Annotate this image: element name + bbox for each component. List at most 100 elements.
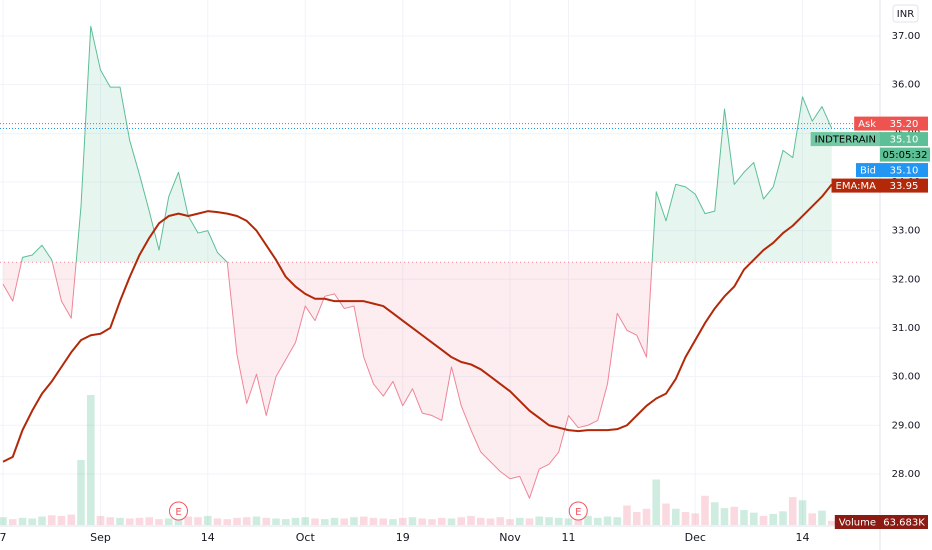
x-tick-label: Dec bbox=[685, 531, 706, 544]
volume-bar bbox=[827, 520, 836, 525]
y-tick-label: 33.00 bbox=[892, 226, 921, 237]
volume-bar bbox=[184, 516, 193, 525]
x-tick-label: Sep bbox=[90, 531, 111, 544]
label-name-box bbox=[834, 515, 880, 529]
volume-bar bbox=[47, 515, 56, 525]
label-name: INDTERRAIN bbox=[815, 135, 876, 146]
volume-bar bbox=[798, 500, 807, 525]
volume-bar bbox=[808, 513, 817, 525]
volume-bar bbox=[759, 515, 768, 525]
label-value-box bbox=[880, 132, 928, 147]
x-tick-label: 7 bbox=[0, 531, 7, 544]
label-value: 35.10 bbox=[890, 166, 919, 177]
volume-bar bbox=[418, 518, 427, 525]
volume-bar bbox=[545, 517, 553, 525]
y-tick-label: 31.00 bbox=[892, 323, 921, 334]
label-name: Ask bbox=[858, 119, 876, 130]
volume-bar bbox=[125, 518, 134, 525]
volume-bar bbox=[86, 395, 95, 525]
volume-bar bbox=[389, 519, 397, 525]
volume-bar bbox=[77, 460, 85, 525]
volume-bar bbox=[408, 517, 417, 525]
volume-bar bbox=[740, 510, 748, 525]
volume-bar bbox=[291, 517, 300, 525]
volume-bar bbox=[818, 510, 826, 525]
label-value-box bbox=[880, 515, 928, 529]
volume-bar bbox=[428, 519, 436, 525]
volume-bar bbox=[584, 515, 592, 525]
volume-bar bbox=[67, 514, 76, 525]
x-tick-label: 14 bbox=[796, 531, 810, 544]
volume-bar bbox=[0, 517, 7, 525]
volume-bar bbox=[730, 506, 739, 525]
event-marker bbox=[169, 501, 188, 521]
volume-bar bbox=[203, 515, 212, 525]
volume-bar bbox=[506, 519, 514, 525]
y-tick-label: 36.00 bbox=[892, 80, 921, 91]
volume-bar bbox=[564, 518, 573, 525]
volume-bar bbox=[671, 508, 680, 525]
volume-bar bbox=[681, 512, 690, 525]
label-name: Volume bbox=[839, 518, 876, 529]
volume-bar bbox=[311, 518, 319, 525]
volume-bar bbox=[496, 517, 505, 525]
label-value-box bbox=[880, 178, 928, 193]
label-value-box bbox=[880, 163, 928, 178]
volume-bar bbox=[330, 517, 339, 525]
volume-bar bbox=[652, 479, 661, 525]
volume-bar bbox=[213, 518, 222, 525]
volume-bar bbox=[515, 517, 524, 525]
volume-bar bbox=[174, 517, 183, 525]
label-name-box bbox=[810, 132, 880, 147]
volume-bar bbox=[272, 518, 280, 525]
volume-bar bbox=[554, 517, 563, 525]
label-value: 35.10 bbox=[890, 135, 919, 146]
plot-area bbox=[0, 25, 880, 499]
volume-bar bbox=[262, 517, 271, 525]
x-tick-label: 11 bbox=[562, 531, 576, 544]
volume-bar bbox=[116, 517, 124, 525]
x-tick-label: 14 bbox=[201, 531, 215, 544]
volume-bar bbox=[340, 518, 349, 525]
volume-bar bbox=[749, 512, 758, 525]
label-value-box bbox=[880, 116, 928, 131]
volume-bar bbox=[96, 515, 105, 525]
label-name-box bbox=[854, 116, 880, 131]
volume-bar bbox=[632, 512, 641, 525]
price-labels: Ask 35.20 INDTERRAIN 35.10 05:05:32 Bid 35.10 E… bbox=[810, 116, 930, 529]
volume-bar bbox=[603, 516, 612, 525]
label-value: 35.20 bbox=[890, 119, 919, 130]
volume-bar bbox=[164, 518, 173, 525]
volume-bar bbox=[320, 519, 329, 525]
volume-bar bbox=[447, 518, 456, 525]
volume-bar bbox=[301, 517, 310, 525]
label-name: Bid bbox=[860, 166, 876, 177]
x-tick-label: Oct bbox=[296, 531, 316, 544]
currency[interactable]: INR bbox=[897, 9, 914, 20]
label-name-box bbox=[831, 178, 880, 193]
volume-bar bbox=[779, 511, 787, 525]
volume-bar bbox=[467, 515, 475, 525]
x-tick-label: Nov bbox=[499, 531, 521, 544]
ema-line bbox=[2, 183, 833, 463]
currency-button[interactable] bbox=[892, 4, 919, 23]
volume-bar bbox=[701, 495, 709, 525]
volume-bar bbox=[525, 518, 534, 525]
volume-bar bbox=[18, 517, 27, 525]
volume-bar bbox=[593, 517, 602, 525]
volume-bar bbox=[662, 503, 670, 525]
volume-bar bbox=[788, 497, 797, 525]
volume-bar bbox=[252, 516, 261, 525]
volume-bar bbox=[281, 519, 290, 525]
volume-bar bbox=[535, 516, 544, 525]
volume-bar bbox=[486, 518, 495, 525]
event-label: E bbox=[575, 507, 581, 518]
volume-bar bbox=[369, 517, 378, 525]
volume-bar bbox=[242, 517, 251, 525]
volume-bar bbox=[613, 517, 622, 525]
volume-bar bbox=[720, 508, 729, 525]
label-name: EMA:MA bbox=[836, 181, 877, 192]
volume-bar bbox=[710, 502, 719, 525]
volume-bar bbox=[379, 518, 388, 525]
